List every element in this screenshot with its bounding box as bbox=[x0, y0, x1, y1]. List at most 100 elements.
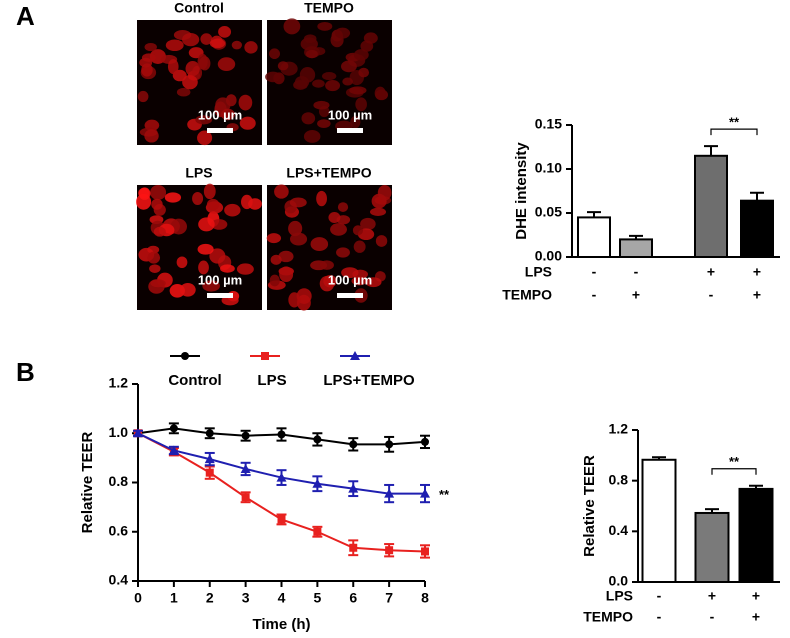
point bbox=[313, 527, 322, 536]
cell bbox=[182, 75, 198, 90]
cell bbox=[198, 217, 215, 232]
cell bbox=[365, 277, 382, 288]
point bbox=[205, 429, 214, 438]
x-tick-label: 2 bbox=[206, 590, 214, 606]
bar bbox=[740, 199, 774, 258]
cell bbox=[342, 77, 354, 86]
cell bbox=[313, 100, 330, 110]
cell bbox=[197, 130, 213, 146]
cell bbox=[337, 202, 349, 212]
scale-bar bbox=[207, 293, 233, 298]
condition-sign: + bbox=[753, 287, 761, 303]
cell bbox=[288, 292, 301, 308]
cell bbox=[277, 61, 289, 71]
legend-label: Control bbox=[168, 372, 221, 389]
cell bbox=[297, 294, 311, 311]
cell bbox=[220, 108, 235, 121]
cell bbox=[236, 263, 254, 275]
condition-sign: - bbox=[709, 287, 714, 303]
cell bbox=[290, 232, 308, 246]
cell bbox=[203, 183, 216, 200]
x-tick-label: 3 bbox=[242, 590, 250, 606]
cell bbox=[341, 267, 359, 279]
point bbox=[205, 468, 214, 477]
cell bbox=[319, 260, 334, 270]
cell bbox=[312, 79, 325, 88]
cell bbox=[200, 33, 213, 45]
x-tick-label: 6 bbox=[349, 590, 357, 606]
y-tick-label: 0.0 bbox=[609, 573, 629, 589]
y-tick-label: 0.15 bbox=[535, 116, 562, 132]
cell bbox=[167, 59, 179, 75]
cell bbox=[209, 248, 226, 264]
point bbox=[421, 547, 429, 556]
point bbox=[168, 445, 179, 455]
cell bbox=[352, 225, 364, 236]
significance-bracket bbox=[710, 128, 758, 136]
cell bbox=[179, 282, 196, 297]
point bbox=[384, 488, 395, 498]
cell bbox=[317, 22, 333, 31]
condition-sign: + bbox=[707, 264, 715, 280]
cell bbox=[301, 112, 316, 125]
y-tick-label: 0.10 bbox=[535, 160, 562, 176]
cell bbox=[374, 86, 386, 101]
bar bbox=[619, 238, 653, 258]
y-tick-label: 1.0 bbox=[109, 424, 129, 440]
cell bbox=[220, 264, 235, 273]
cell bbox=[369, 207, 387, 216]
y-tick-label: 0.4 bbox=[609, 522, 629, 538]
cell bbox=[153, 226, 166, 237]
point bbox=[385, 440, 394, 449]
y-tick-label: 1.2 bbox=[109, 375, 129, 391]
cell bbox=[274, 184, 289, 199]
legend-label: LPS+TEMPO bbox=[323, 372, 415, 389]
cell bbox=[303, 129, 321, 143]
cell bbox=[150, 279, 166, 288]
cell bbox=[351, 276, 368, 286]
cell bbox=[340, 60, 357, 73]
cell bbox=[239, 116, 256, 130]
image-title: LPS+TEMPO bbox=[286, 165, 371, 181]
cell bbox=[144, 129, 159, 143]
cell bbox=[336, 247, 350, 258]
cell bbox=[182, 32, 200, 47]
bar bbox=[694, 511, 730, 584]
x-tick-label: 0 bbox=[134, 590, 142, 606]
x-tick-label: 5 bbox=[313, 590, 321, 606]
cell bbox=[305, 49, 318, 59]
point bbox=[420, 488, 430, 498]
condition-sign: - bbox=[657, 588, 662, 604]
y-tick-label: 0.8 bbox=[109, 473, 129, 489]
point bbox=[181, 352, 189, 360]
cell bbox=[353, 240, 366, 253]
x-axis-title: Time (h) bbox=[252, 616, 310, 633]
scale-bar-label: 100 µm bbox=[328, 107, 372, 122]
y-tick-label: 1.2 bbox=[609, 421, 629, 437]
point bbox=[169, 424, 178, 433]
cell bbox=[319, 275, 335, 292]
condition-sign: - bbox=[592, 264, 597, 280]
point bbox=[241, 431, 250, 440]
cell bbox=[210, 219, 228, 230]
panel-label: B bbox=[16, 357, 35, 387]
cell bbox=[265, 71, 281, 83]
cell bbox=[269, 274, 280, 287]
x-tick-label: 8 bbox=[421, 590, 429, 606]
cell bbox=[317, 119, 331, 128]
cell bbox=[270, 254, 282, 265]
cell bbox=[310, 237, 329, 252]
condition-label: LPS bbox=[525, 264, 552, 280]
cell bbox=[321, 72, 337, 81]
cell bbox=[224, 203, 241, 217]
point bbox=[348, 483, 359, 493]
cell bbox=[231, 40, 243, 50]
panel-label: A bbox=[16, 1, 35, 31]
cell bbox=[283, 18, 301, 35]
cell bbox=[353, 49, 369, 61]
cell bbox=[165, 39, 184, 52]
point bbox=[277, 515, 286, 524]
cell bbox=[325, 80, 341, 92]
cell bbox=[215, 97, 231, 113]
